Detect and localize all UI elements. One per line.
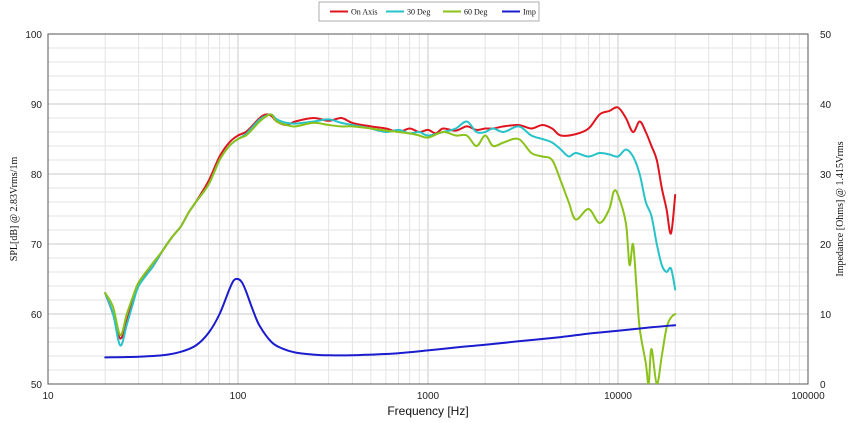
x-tick-label: 10 [42, 391, 54, 402]
series-line-60-deg [104, 113, 677, 384]
series-layer [104, 106, 677, 384]
y-tick-label: 70 [31, 240, 43, 251]
x-tick-label: 1000 [417, 391, 440, 402]
right-axis-ticks: 0 10 20 30 40 50 [820, 30, 832, 391]
y2-axis-label: Impedance [Ohms] @ 1.415Vrms [835, 141, 846, 276]
legend-item-imp: Imp [502, 8, 536, 17]
y-tick-label: 90 [31, 100, 43, 111]
x-axis-label: Frequency [Hz] [387, 404, 468, 418]
y-tick-label: 60 [31, 310, 43, 321]
legend-item-30-deg: 30 Deg [386, 8, 430, 17]
series-line-on-axis [104, 106, 677, 340]
x-tick-label: 10000 [604, 391, 632, 402]
y-tick-label: 80 [31, 170, 43, 181]
y-tick-label: 50 [31, 380, 43, 391]
left-axis-ticks: 50 60 70 80 90 100 [25, 30, 42, 391]
x-tick-label: 100 [230, 391, 247, 402]
series-line-imp [104, 277, 677, 359]
legend-item-on-axis: On Axis [330, 8, 377, 17]
legend-item-60-deg: 60 Deg [443, 8, 487, 17]
y2-tick-label: 0 [820, 380, 826, 391]
y2-tick-label: 10 [820, 310, 832, 321]
legend-label: 60 Deg [464, 8, 487, 17]
legend-label: On Axis [351, 8, 377, 17]
y-tick-label: 100 [25, 30, 42, 41]
legend-label: 30 Deg [407, 8, 430, 17]
grid [48, 34, 808, 384]
plot-frame [47, 33, 809, 385]
y2-tick-label: 40 [820, 100, 832, 111]
y2-tick-label: 30 [820, 170, 832, 181]
y-axis-label: SPL[dB] @ 2.83Vrms/1m [9, 157, 20, 262]
y2-tick-label: 20 [820, 240, 832, 251]
legend: On Axis 30 Deg 60 Deg Imp [318, 1, 540, 22]
x-axis-ticks: 10 100 1000 10000 100000 [42, 391, 825, 402]
legend-label: Imp [523, 8, 536, 17]
legend-box [318, 1, 540, 22]
y2-tick-label: 50 [820, 30, 832, 41]
x-tick-label: 100000 [791, 391, 825, 402]
